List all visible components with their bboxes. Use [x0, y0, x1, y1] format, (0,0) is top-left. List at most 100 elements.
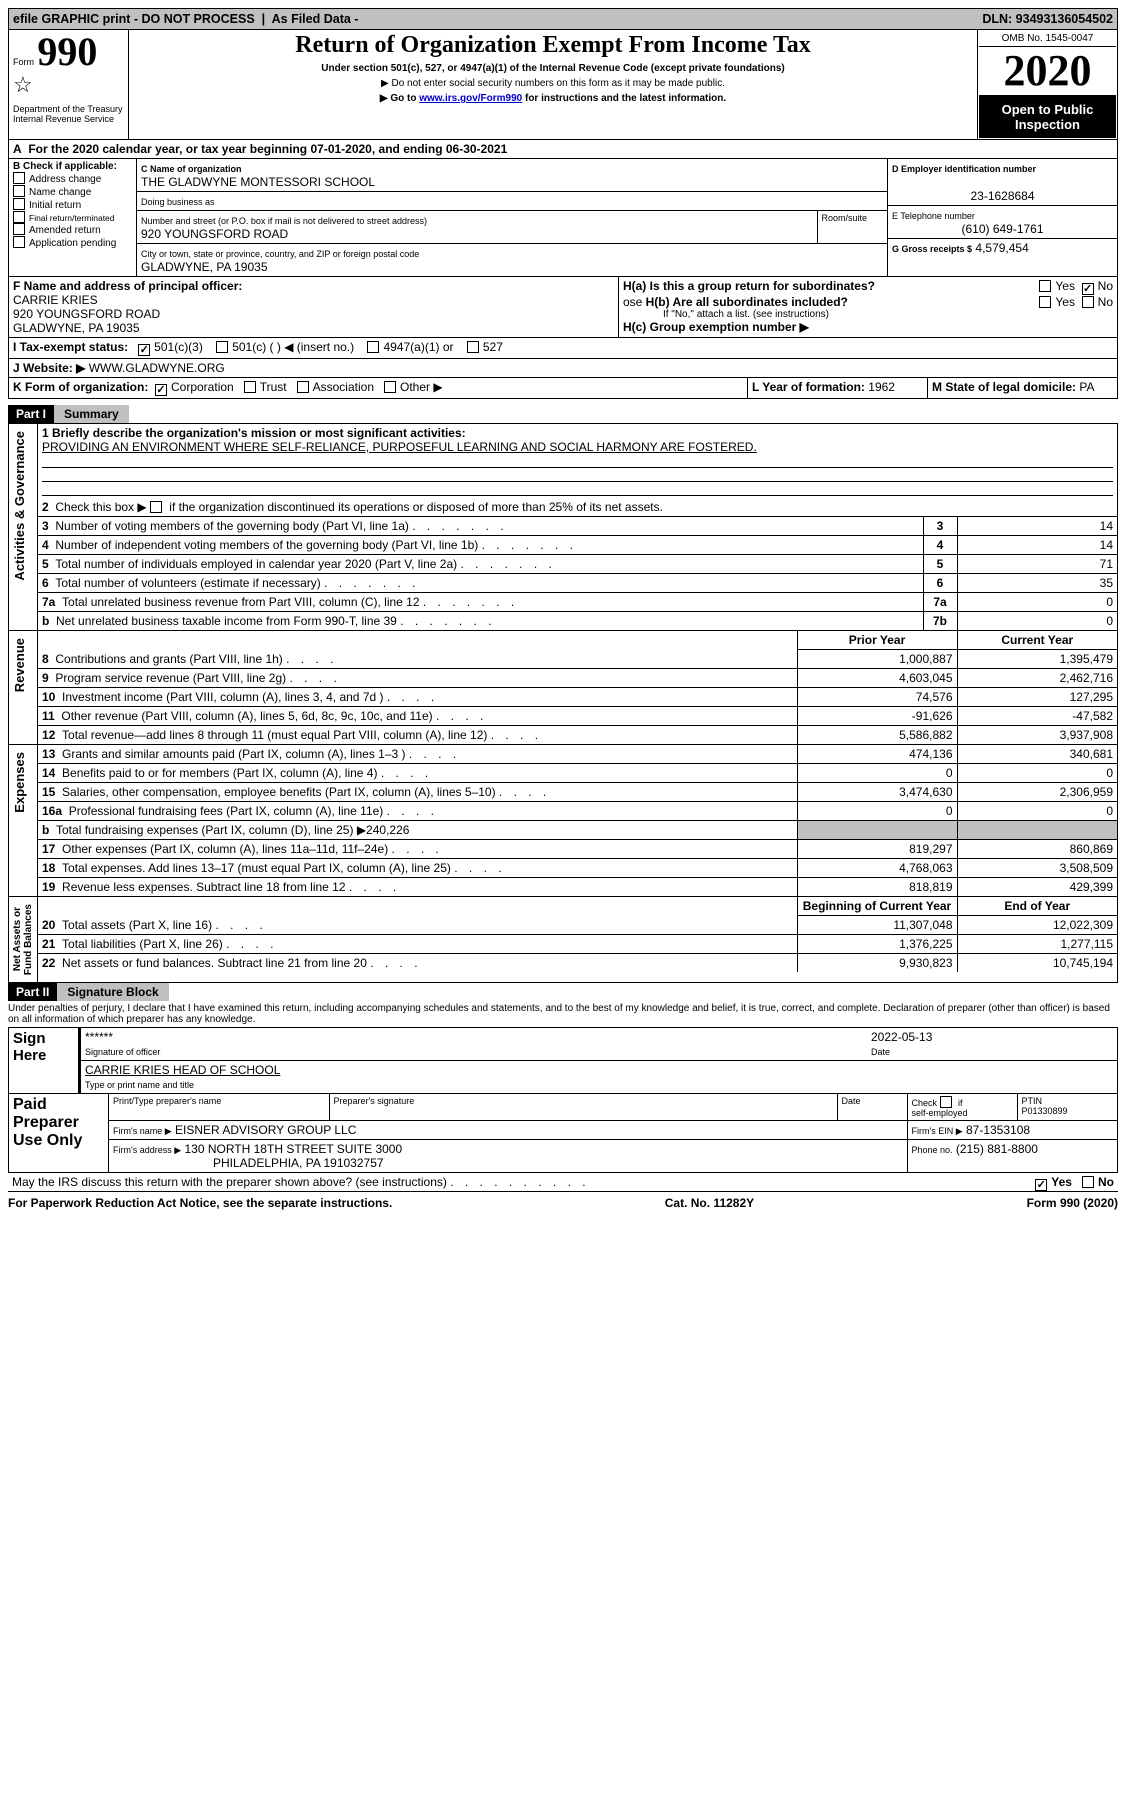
room-label: Room/suite	[817, 211, 887, 243]
firm-phone: (215) 881-8800	[956, 1142, 1038, 1156]
i-501c3[interactable]	[138, 344, 150, 356]
money-row: 16a Professional fundraising fees (Part …	[38, 802, 1117, 821]
money-row: 21 Total liabilities (Part X, line 26) .…	[38, 935, 1117, 954]
sig-date-label: Date	[871, 1047, 890, 1057]
hdr-current-year: Current Year	[957, 631, 1117, 650]
money-row: b Total fundraising expenses (Part IX, c…	[38, 821, 1117, 840]
form-sub3: ▶ Go to www.irs.gov/Form990 for instruct…	[133, 93, 973, 104]
c-label: C Name of organization	[141, 164, 242, 174]
gov-row: b Net unrelated business taxable income …	[38, 612, 1117, 631]
efile-header: efile GRAPHIC print - DO NOT PROCESS | A…	[8, 8, 1118, 30]
paid-preparer-label: Paid Preparer Use Only	[9, 1094, 109, 1173]
b-name-change[interactable]: Name change	[13, 185, 132, 198]
prep-h1: Print/Type preparer's name	[109, 1094, 329, 1120]
form-ref: Form 990 (2020)	[1027, 1196, 1118, 1210]
money-row: 19 Revenue less expenses. Subtract line …	[38, 878, 1117, 897]
money-row: 22 Net assets or fund balances. Subtract…	[38, 954, 1117, 973]
dln-label: DLN:	[982, 12, 1012, 26]
discuss-yes[interactable]	[1035, 1179, 1047, 1191]
i-527[interactable]	[467, 341, 479, 353]
sig-label: Signature of officer	[85, 1047, 160, 1057]
prep-h3: Date	[837, 1094, 907, 1120]
dept-treasury: Department of the Treasury Internal Reve…	[13, 104, 124, 124]
sign-here-label: Sign Here	[9, 1028, 79, 1094]
h-ifno: If "No," attach a list. (see instruction…	[663, 309, 1113, 320]
dln-value: 93493136054502	[1016, 12, 1113, 26]
irs-link[interactable]: www.irs.gov/Form990	[419, 93, 522, 104]
hdr-prior-year: Prior Year	[797, 631, 957, 650]
self-employed-checkbox[interactable]	[940, 1096, 952, 1108]
form-label: Form	[13, 57, 34, 67]
i-501c[interactable]	[216, 341, 228, 353]
money-row: 14 Benefits paid to or for members (Part…	[38, 764, 1117, 783]
as-filed: As Filed Data -	[272, 12, 359, 26]
tax-year: 2020	[979, 47, 1116, 96]
efile-text: efile GRAPHIC print - DO NOT PROCESS	[13, 12, 255, 26]
prep-check: Check ifself-employed	[907, 1094, 1017, 1120]
money-row: 15 Salaries, other compensation, employe…	[38, 783, 1117, 802]
money-row: 11 Other revenue (Part VIII, column (A),…	[38, 707, 1117, 726]
d-label: D Employer identification number	[892, 164, 1036, 174]
h-a: H(a) Is this a group return for subordin…	[623, 279, 1113, 293]
i-4947[interactable]	[367, 341, 379, 353]
line-a: A For the 2020 calendar year, or tax yea…	[8, 140, 1118, 159]
form-header: Form 990 ☆ Department of the Treasury In…	[8, 30, 1118, 140]
entity-block: B Check if applicable: Address change Na…	[8, 159, 1118, 277]
officer-name: CARRIE KRIES	[13, 293, 98, 307]
firm-name: EISNER ADVISORY GROUP LLC	[175, 1123, 356, 1137]
street-label: Number and street (or P.O. box if mail i…	[141, 216, 427, 226]
money-row: 13 Grants and similar amounts paid (Part…	[38, 745, 1117, 764]
line-i: I Tax-exempt status: 501(c)(3) 501(c) ( …	[8, 338, 1118, 359]
k-trust[interactable]	[244, 381, 256, 393]
part1-header: Part I Summary	[8, 405, 1118, 423]
hb-no[interactable]	[1082, 296, 1094, 308]
h-c: H(c) Group exemption number ▶	[623, 320, 1113, 334]
org-name: THE GLADWYNE MONTESSORI SCHOOL	[141, 175, 375, 189]
b-amended-return[interactable]: Amended return	[13, 223, 132, 236]
vlabel-exp: Expenses	[10, 746, 29, 819]
vlabel-na: Net Assets or Fund Balances	[10, 898, 36, 981]
cat-no: Cat. No. 11282Y	[665, 1196, 754, 1210]
b-address-change[interactable]: Address change	[13, 172, 132, 185]
line-klm: K Form of organization: Corporation Trus…	[8, 378, 1118, 399]
ein: 23-1628684	[892, 189, 1113, 203]
b-final-return[interactable]: Final return/terminated	[13, 211, 132, 223]
city-label: City or town, state or province, country…	[141, 249, 419, 259]
k-other[interactable]	[384, 381, 396, 393]
b-initial-return[interactable]: Initial return	[13, 198, 132, 211]
perjury-statement: Under penalties of perjury, I declare th…	[8, 1001, 1118, 1027]
discuss-no[interactable]	[1082, 1176, 1094, 1188]
prep-h2: Preparer's signature	[329, 1094, 837, 1120]
mission-a: PROVIDING AN ENVIRONMENT WHERE SELF-RELI…	[42, 440, 757, 454]
dba-label: Doing business as	[141, 197, 215, 207]
line2-checkbox[interactable]	[150, 501, 162, 513]
officer-name-title: CARRIE KRIES HEAD OF SCHOOL	[85, 1063, 280, 1077]
firm-ein: 87-1353108	[966, 1123, 1030, 1137]
gross-receipts: 4,579,454	[975, 241, 1028, 255]
year-formation: 1962	[868, 380, 895, 394]
b-app-pending[interactable]: Application pending	[13, 236, 132, 249]
k-corp[interactable]	[155, 384, 167, 396]
omb-no: OMB No. 1545-0047	[979, 31, 1116, 47]
discuss-line: May the IRS discuss this return with the…	[8, 1173, 1118, 1192]
g-label: G Gross receipts $	[892, 244, 972, 254]
ptin: P01330899	[1022, 1106, 1068, 1116]
gov-row: 3 Number of voting members of the govern…	[38, 517, 1117, 536]
street: 920 YOUNGSFORD ROAD	[141, 227, 288, 241]
money-row: 10 Investment income (Part VIII, column …	[38, 688, 1117, 707]
gov-row: 5 Total number of individuals employed i…	[38, 555, 1117, 574]
hb-yes[interactable]	[1039, 296, 1051, 308]
sig-stars: ******	[85, 1030, 113, 1044]
ha-no[interactable]	[1082, 283, 1094, 295]
ha-yes[interactable]	[1039, 280, 1051, 292]
money-row: 17 Other expenses (Part IX, column (A), …	[38, 840, 1117, 859]
e-label: E Telephone number	[892, 211, 975, 221]
form-title: Return of Organization Exempt From Incom…	[133, 32, 973, 59]
h-b: ose H(b) Are all subordinates included? …	[623, 295, 1113, 309]
k-assoc[interactable]	[297, 381, 309, 393]
money-row: 20 Total assets (Part X, line 16) . . . …	[38, 916, 1117, 935]
form-number: 990	[37, 29, 97, 74]
line-j: J Website: ▶ WWW.GLADWYNE.ORG	[8, 359, 1118, 378]
form-sub1: Under section 501(c), 527, or 4947(a)(1)…	[133, 63, 973, 74]
part1-body: Activities & Governance 1 Briefly descri…	[8, 423, 1118, 983]
